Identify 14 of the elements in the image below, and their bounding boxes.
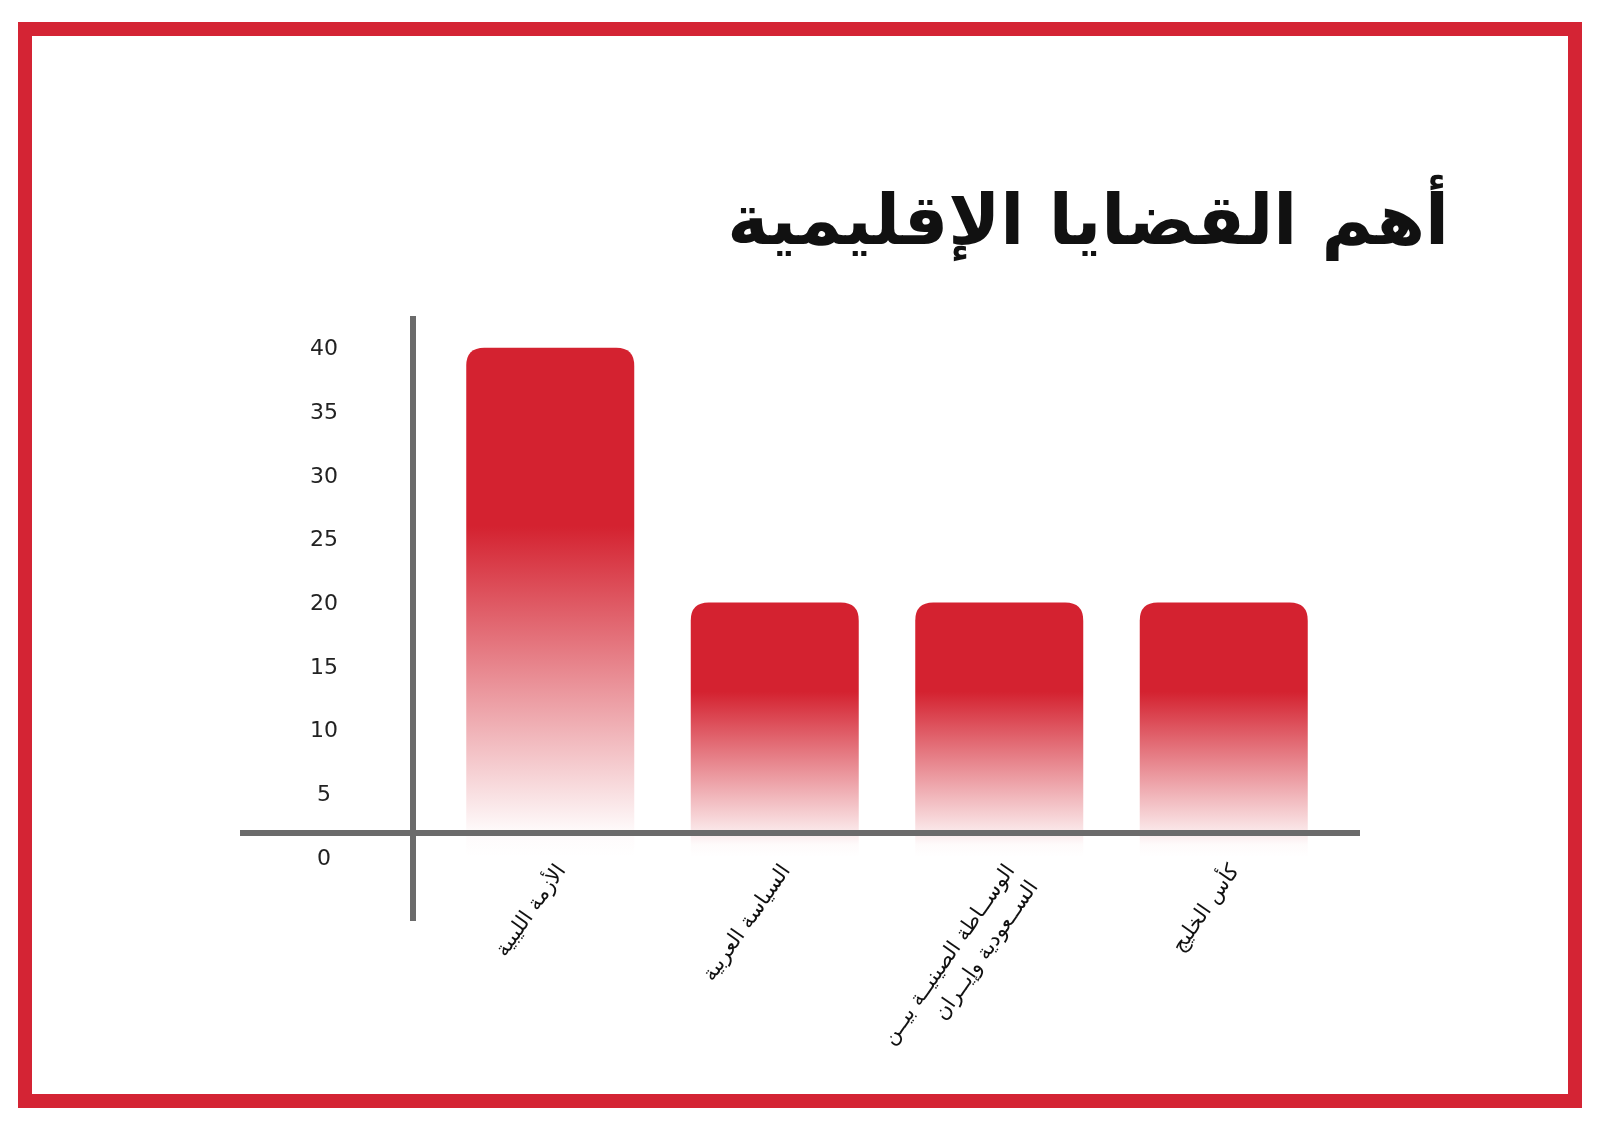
y-tick-label: 40 [310,335,338,361]
x-tick-label: كأس الخليج [1163,857,1244,957]
y-tick-label: 5 [317,781,331,807]
y-tick-label: 15 [310,653,338,679]
y-tick-label: 20 [310,590,338,616]
y-tick-label: 35 [310,399,338,425]
title: أهم القضايا الإقليمية [727,160,1449,280]
y-tick-label: 30 [310,462,338,488]
x-tick-label: الأزمة الليبية [488,858,571,961]
x-tick-label: السياسة العربية [696,859,795,986]
y-tick-label: 25 [310,526,338,552]
x-tick-label: الوســاطة الصينيــة بيــن الســعودية وإيــران [876,859,1044,1049]
y-tick-label: 0 [317,844,331,870]
y-tick-label: 10 [310,717,338,743]
